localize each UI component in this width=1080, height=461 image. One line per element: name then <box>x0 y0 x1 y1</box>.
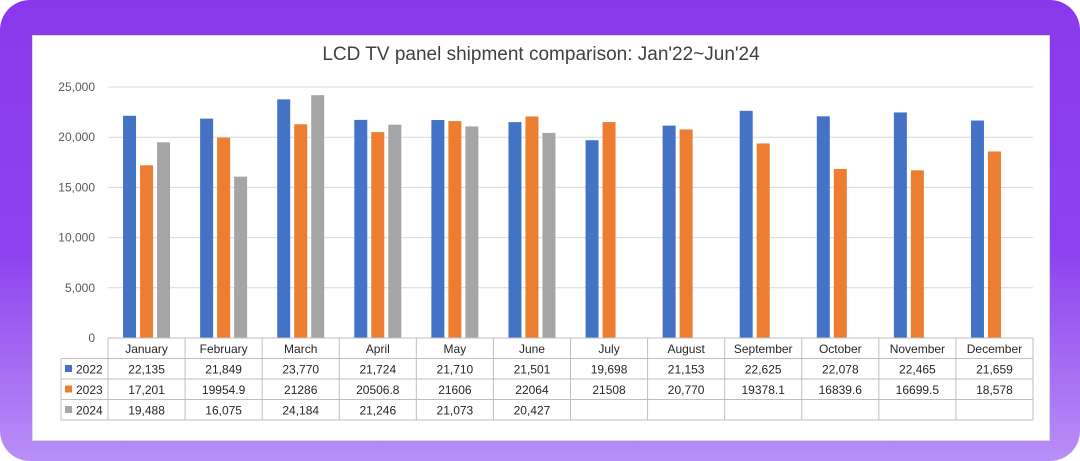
category-label: February <box>200 342 248 356</box>
data-label: 22,078 <box>822 363 859 377</box>
legend-swatch-2022 <box>65 365 72 372</box>
data-label: 20506.8 <box>356 383 400 397</box>
bar-2023-august <box>679 129 693 338</box>
category-label: September <box>734 342 793 356</box>
category-label: December <box>967 342 1022 356</box>
bars <box>123 95 1001 339</box>
data-label: 16839.6 <box>819 383 863 397</box>
category-label: October <box>819 342 862 356</box>
data-label: 21,710 <box>437 363 474 377</box>
category-label: April <box>366 342 390 356</box>
data-label: 21286 <box>284 383 318 397</box>
legend-label: 2022 <box>76 363 103 377</box>
bar-2024-may <box>465 126 479 338</box>
y-tick-label: 15,000 <box>58 180 95 194</box>
y-tick-label: 20,000 <box>58 130 95 144</box>
data-label: 16,075 <box>205 404 242 418</box>
bar-2022-march <box>277 99 291 338</box>
data-label: 19954.9 <box>202 383 246 397</box>
data-label: 22,625 <box>745 363 782 377</box>
bar-2023-october <box>833 168 847 338</box>
bar-2024-june <box>542 132 556 338</box>
y-tick-label: 10,000 <box>58 231 95 245</box>
data-label: 22,465 <box>899 363 936 377</box>
bar-2022-july <box>585 140 599 338</box>
data-label: 20,427 <box>514 404 551 418</box>
data-label: 23,770 <box>282 363 319 377</box>
legend-label: 2024 <box>76 404 103 418</box>
data-label: 21,246 <box>359 404 396 418</box>
bar-2023-november <box>910 170 924 338</box>
bar-2022-february <box>200 118 214 338</box>
bar-2022-june <box>508 122 522 338</box>
data-label: 22064 <box>515 383 549 397</box>
data-label: 19,698 <box>591 363 628 377</box>
bar-2022-december <box>970 120 984 338</box>
bar-2022-august <box>662 125 676 339</box>
data-label: 21,659 <box>976 363 1013 377</box>
data-label: 19,488 <box>128 404 165 418</box>
data-label: 19378.1 <box>742 383 786 397</box>
chart-title: LCD TV panel shipment comparison: Jan'22… <box>322 44 760 65</box>
category-label: November <box>890 342 945 356</box>
data-label: 22,135 <box>128 363 165 377</box>
bar-2023-april <box>371 132 385 338</box>
bar-2022-october <box>816 116 830 338</box>
legend-swatch-2023 <box>65 385 72 393</box>
y-tick-label: 25,000 <box>58 80 95 94</box>
bar-2022-november <box>893 112 907 338</box>
data-label: 21606 <box>438 383 472 397</box>
data-label: 21,501 <box>514 363 551 377</box>
data-label: 16699.5 <box>896 383 940 397</box>
bar-2023-february <box>217 137 231 338</box>
category-label: March <box>284 342 317 356</box>
data-label: 21508 <box>592 383 626 397</box>
bar-2022-january <box>123 115 137 338</box>
data-label: 21,724 <box>359 363 396 377</box>
bar-2023-march <box>294 124 308 338</box>
y-tick-label: 0 <box>88 331 95 345</box>
data-label: 17,201 <box>128 383 165 397</box>
data-label: 24,184 <box>282 404 319 418</box>
data-table: January February March April May June July Augu… <box>60 337 1034 421</box>
bar-2023-may <box>448 121 462 338</box>
data-label: 21,849 <box>205 363 242 377</box>
data-label: 21,073 <box>437 404 474 418</box>
bar-2023-june <box>525 116 539 338</box>
bar-2022-september <box>739 110 753 338</box>
bar-2023-january <box>140 165 154 338</box>
bar-2024-april <box>388 124 402 339</box>
bar-2023-september <box>756 143 770 338</box>
category-label: August <box>667 342 705 356</box>
y-tick-label: 5,000 <box>65 281 95 295</box>
category-label: January <box>125 342 168 356</box>
bar-2024-march <box>311 95 325 338</box>
data-label: 21,153 <box>668 363 705 377</box>
bar-2024-january <box>157 142 171 338</box>
category-label: May <box>444 342 467 356</box>
chart: LCD TV panel shipment comparison: Jan'22… <box>58 44 1034 421</box>
chart-card: LCD TV panel shipment comparison: Jan'22… <box>32 35 1050 441</box>
data-label: 20,770 <box>668 383 705 397</box>
bar-2022-april <box>354 119 368 338</box>
bar-2023-december <box>987 151 1001 338</box>
bar-2023-july <box>602 122 616 338</box>
data-label: 18,578 <box>976 383 1013 397</box>
legend-label: 2023 <box>76 383 103 397</box>
y-axis-ticks: 0 5,000 10,000 15,000 20,000 25,000 <box>58 80 95 345</box>
category-label: July <box>598 342 619 356</box>
bar-2022-may <box>431 120 445 338</box>
legend-swatch-2024 <box>65 406 72 413</box>
bar-2024-february <box>234 176 248 338</box>
category-label: June <box>519 342 545 356</box>
